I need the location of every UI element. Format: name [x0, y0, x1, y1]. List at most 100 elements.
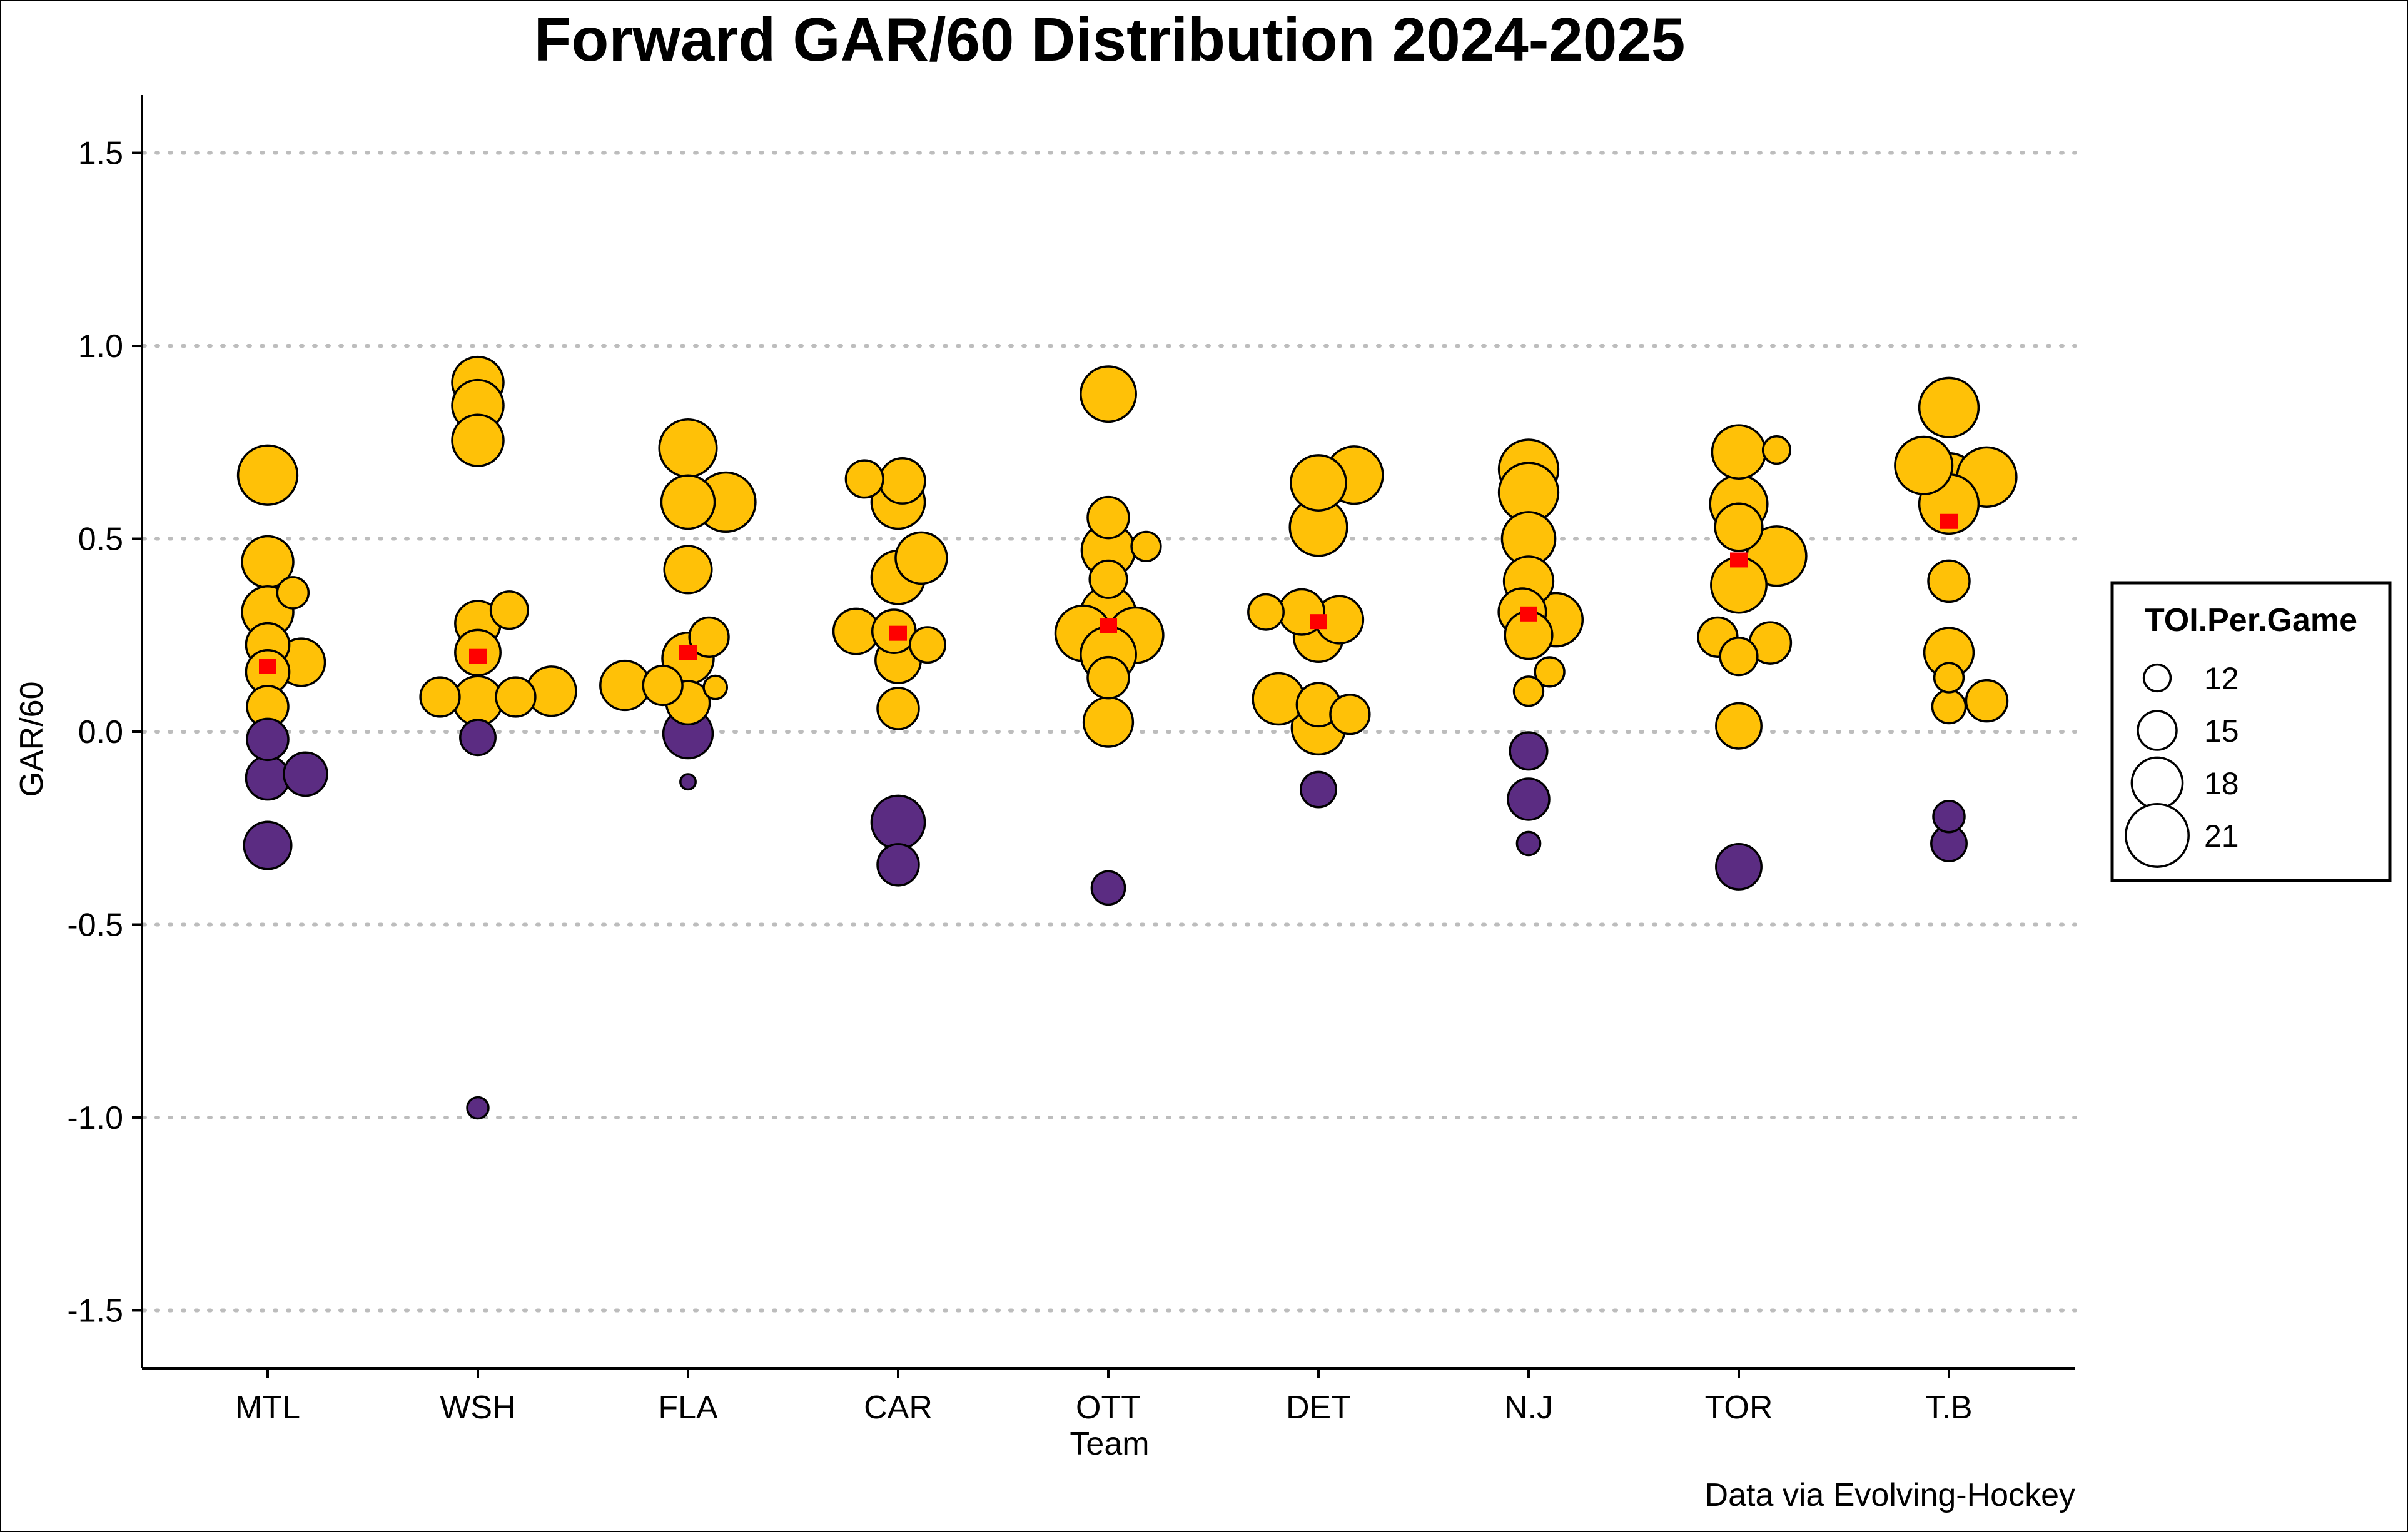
y-tick-label: -1.0 — [67, 1100, 123, 1136]
player-point — [419, 676, 461, 718]
legend-size-label: 15 — [2204, 714, 2239, 749]
player-point — [1761, 435, 1792, 465]
player-point — [1300, 770, 1337, 809]
player-point — [663, 545, 713, 595]
player-point — [243, 820, 293, 870]
player-point — [1918, 376, 1980, 438]
player-point — [1931, 689, 1967, 725]
player-point — [1932, 799, 1966, 834]
player-point — [1714, 502, 1764, 552]
x-tick-label: N.J — [1504, 1390, 1553, 1426]
legend-size-circle — [2137, 710, 2178, 751]
player-point — [1086, 655, 1130, 700]
median-marker — [469, 648, 487, 664]
y-axis-title: GAR/60 — [14, 682, 50, 797]
player-point — [1894, 435, 1954, 495]
legend-title: TOI.Per.Game — [2145, 602, 2357, 638]
player-point — [878, 457, 926, 505]
player-point — [1082, 696, 1135, 748]
legend-size-circle — [2142, 663, 2172, 693]
y-tick-label: 1.5 — [78, 136, 123, 172]
player-point — [236, 444, 299, 506]
median-marker — [679, 645, 697, 660]
x-tick-label: FLA — [658, 1390, 718, 1426]
player-point — [702, 674, 729, 700]
legend-size-label: 12 — [2204, 661, 2239, 696]
median-marker — [1520, 606, 1537, 622]
median-markers — [259, 513, 1958, 674]
player-point — [489, 590, 529, 630]
player-point — [283, 751, 328, 797]
player-point — [459, 719, 497, 757]
player-point — [276, 576, 310, 610]
player-point — [1534, 656, 1566, 688]
player-point — [1247, 593, 1285, 631]
median-marker — [1940, 513, 1958, 529]
x-tick-label: DET — [1286, 1390, 1351, 1426]
x-axis-title: Team — [1070, 1426, 1149, 1462]
y-tick-label: -1.5 — [67, 1293, 123, 1329]
player-point — [1080, 365, 1137, 423]
player-point — [495, 676, 537, 718]
player-point — [1130, 530, 1162, 563]
player-point — [1507, 777, 1551, 821]
x-tick-label: TOR — [1705, 1390, 1773, 1426]
player-point — [452, 675, 504, 727]
player-point — [660, 474, 716, 530]
legend-size-circle — [2125, 803, 2190, 868]
y-tick-label: 0.0 — [78, 714, 123, 750]
player-point — [1509, 731, 1549, 771]
median-marker — [1730, 552, 1748, 568]
x-tick-label: T.B — [1925, 1390, 1972, 1426]
x-tick-label: CAR — [864, 1390, 933, 1426]
median-marker — [259, 659, 276, 674]
size-legend: TOI.Per.Game 12 15 18 21 — [2110, 581, 2392, 882]
player-point — [1927, 559, 1971, 603]
x-tick-label: OTT — [1076, 1390, 1141, 1426]
median-marker — [1100, 618, 1117, 633]
player-point — [909, 626, 946, 664]
player-point — [245, 755, 291, 801]
data-points — [236, 355, 2018, 1120]
legend-size-label: 18 — [2204, 766, 2239, 801]
legend-size-label: 21 — [2204, 819, 2239, 854]
y-tick-label: -0.5 — [67, 907, 123, 943]
player-point — [876, 843, 920, 887]
player-point — [870, 794, 926, 850]
player-point — [658, 418, 718, 478]
player-point — [1512, 675, 1545, 707]
axes: -1.5 -1.0 -0.5 0.0 0.5 1.0 1.5 MTL WSH FLA CAR OTT D… — [67, 95, 2075, 1426]
player-point — [1965, 679, 2009, 723]
player-point — [1090, 870, 1126, 906]
player-point — [1515, 830, 1542, 857]
player-point — [1933, 662, 1965, 694]
y-tick-label: 0.5 — [78, 522, 123, 558]
player-point — [451, 413, 505, 467]
player-point — [1290, 454, 1347, 512]
median-marker — [1310, 614, 1327, 630]
legend-size-circle — [2130, 756, 2184, 810]
player-point — [1088, 559, 1128, 599]
player-point — [246, 717, 290, 762]
player-point — [466, 1096, 490, 1120]
chart-title: Forward GAR/60 Distribution 2024-2025 — [534, 5, 1686, 74]
y-tick-label: 1.0 — [78, 328, 123, 365]
player-point — [1329, 694, 1371, 735]
legend-items: 12 15 18 21 — [2125, 661, 2239, 868]
player-point — [1719, 637, 1759, 677]
player-point — [679, 773, 697, 791]
player-point — [1715, 702, 1763, 750]
player-point — [688, 616, 730, 658]
player-point — [844, 459, 884, 499]
player-point — [1086, 495, 1130, 540]
player-point — [1715, 842, 1763, 891]
player-point — [1711, 424, 1767, 480]
player-point — [894, 531, 948, 585]
player-point — [876, 687, 920, 730]
x-tick-label: WSH — [440, 1390, 515, 1426]
median-marker — [889, 625, 907, 641]
data-source-caption: Data via Evolving-Hockey — [1705, 1477, 2075, 1513]
x-tick-label: MTL — [235, 1390, 300, 1426]
